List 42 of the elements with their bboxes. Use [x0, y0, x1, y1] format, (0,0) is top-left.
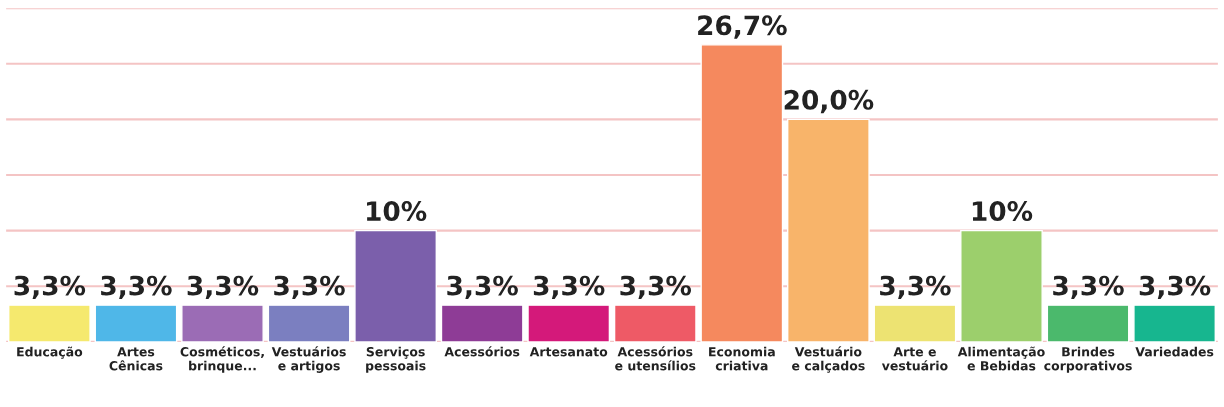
data-label: 26,7% [698, 15, 787, 39]
data-label: 20,0% [784, 89, 874, 114]
x-tick-label: Educação [17, 346, 83, 359]
data-label: 10% [972, 201, 1033, 222]
data-label: 3,3% [447, 275, 518, 299]
x-tick-label: Arte e vestuário [881, 347, 948, 371]
x-tick-label: Artes Cênicas [109, 347, 163, 371]
bar [94, 304, 178, 342]
bar [8, 304, 91, 342]
data-label: 3,3% [187, 275, 259, 299]
bar [1046, 304, 1130, 342]
x-tick-label: Brindes corporativos [1044, 346, 1132, 373]
data-label: 3,3% [1139, 275, 1211, 299]
data-label: 3,3% [620, 275, 692, 299]
x-tick-label: Serviços pessoais [366, 346, 426, 373]
data-label: 10% [367, 201, 427, 222]
x-tick-label: Vestuário e calçados [792, 346, 865, 373]
x-tick-label: Variedades [1135, 346, 1214, 357]
x-tick-label: Cosméticos, brinque... [180, 346, 264, 373]
x-tick-label: Alimentação e Bebidas [957, 346, 1045, 371]
bar [267, 304, 351, 342]
bar [354, 229, 437, 342]
bar [1133, 304, 1216, 342]
data-label: 3,3% [1053, 275, 1124, 299]
bar [873, 304, 957, 342]
data-label: 3,3% [274, 275, 345, 299]
x-tick-label: Economia criativa [709, 346, 775, 371]
data-label: 3,3% [533, 275, 605, 299]
data-label: 3,3% [101, 275, 172, 299]
bar [613, 304, 697, 342]
bar [527, 304, 611, 342]
data-label: 3,3% [880, 275, 951, 299]
x-tick-label: Acessórios e utensílios [615, 346, 696, 371]
bar [181, 304, 264, 342]
bar [787, 118, 870, 342]
bar [700, 44, 784, 342]
x-tick-label: Vestuários e artigos [271, 346, 346, 373]
data-label: 3,3% [14, 275, 86, 299]
x-tick-label: Acessórios [444, 346, 520, 357]
bar [960, 229, 1043, 342]
bar [440, 304, 524, 342]
x-tick-label: Artesanato [529, 347, 608, 357]
